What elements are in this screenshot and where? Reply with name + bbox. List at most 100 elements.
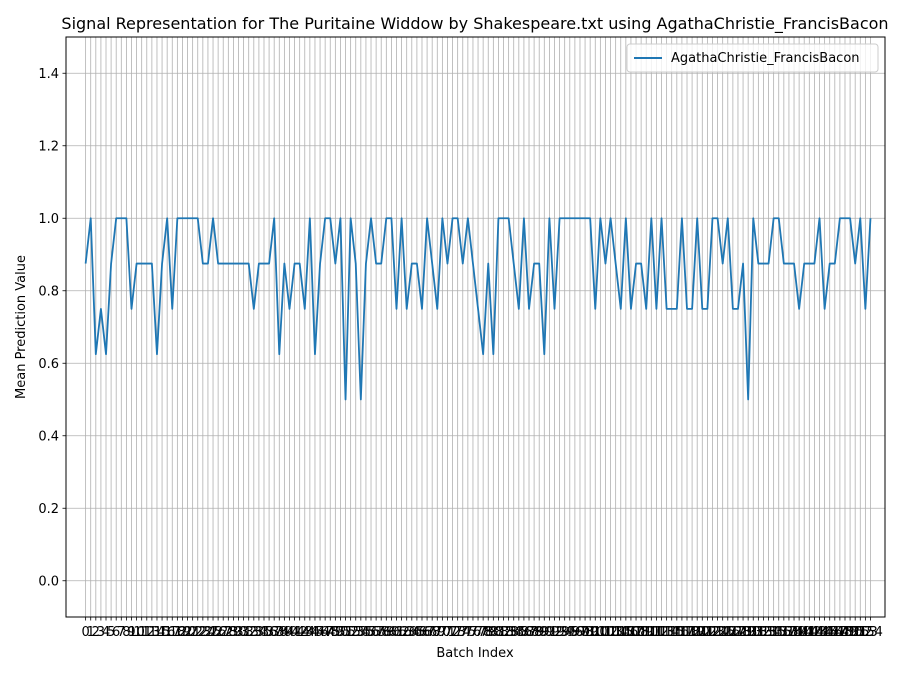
x-tick-label: 16 bbox=[159, 625, 176, 640]
data-point bbox=[411, 263, 413, 265]
y-tick-label: 0.4 bbox=[38, 429, 59, 444]
x-tick-label: 154 bbox=[858, 625, 883, 640]
x-tick-label: 42 bbox=[291, 625, 308, 640]
data-point bbox=[446, 263, 448, 265]
x-tick-label: 117 bbox=[669, 625, 694, 640]
data-point bbox=[85, 263, 87, 265]
x-tick-label: 54 bbox=[353, 625, 370, 640]
x-tick-label: 151 bbox=[843, 625, 868, 640]
data-point bbox=[334, 263, 336, 265]
x-tick-label: 26 bbox=[210, 625, 227, 640]
x-tick-label: 4 bbox=[102, 625, 110, 640]
y-tick-label: 0.2 bbox=[38, 502, 59, 517]
data-point bbox=[390, 217, 392, 219]
x-tick-label: 62 bbox=[393, 625, 410, 640]
data-point bbox=[844, 217, 846, 219]
x-tick-label: 88 bbox=[526, 625, 543, 640]
data-point bbox=[90, 217, 92, 219]
legend-box bbox=[626, 43, 879, 73]
x-tick-label: 142 bbox=[797, 625, 822, 640]
legend: AgathaChristie_FrancisBacon bbox=[626, 43, 879, 73]
data-point bbox=[319, 263, 321, 265]
y-axis-label: Mean Prediction Value bbox=[14, 255, 29, 399]
x-tick-label: 12 bbox=[139, 625, 156, 640]
x-tick-label: 64 bbox=[404, 625, 421, 640]
data-point bbox=[95, 353, 97, 355]
x-tick-label: 27 bbox=[215, 625, 232, 640]
data-point bbox=[421, 308, 423, 310]
x-tick-label: 110 bbox=[634, 625, 659, 640]
data-point bbox=[523, 217, 525, 219]
data-point bbox=[278, 353, 280, 355]
data-point bbox=[553, 308, 555, 310]
data-point bbox=[472, 263, 474, 265]
x-tick-label: 55 bbox=[358, 625, 375, 640]
data-point bbox=[294, 263, 296, 265]
data-point bbox=[503, 217, 505, 219]
data-point bbox=[120, 217, 122, 219]
x-tick-label: 114 bbox=[654, 625, 679, 640]
x-tick-label: 58 bbox=[373, 625, 390, 640]
data-point bbox=[288, 308, 290, 310]
x-tick-label: 78 bbox=[475, 625, 492, 640]
x-tick-label: 73 bbox=[449, 625, 466, 640]
data-point bbox=[610, 217, 612, 219]
data-point bbox=[355, 263, 357, 265]
x-tick-label: 106 bbox=[613, 625, 638, 640]
grid-lines bbox=[66, 37, 885, 617]
x-tick-label: 45 bbox=[307, 625, 324, 640]
data-point bbox=[579, 217, 581, 219]
x-tick-label: 140 bbox=[787, 625, 812, 640]
data-point bbox=[462, 263, 464, 265]
data-point bbox=[548, 217, 550, 219]
x-tick-label: 93 bbox=[551, 625, 568, 640]
data-point bbox=[273, 217, 275, 219]
x-tick-label: 71 bbox=[439, 625, 456, 640]
data-point bbox=[426, 217, 428, 219]
data-point bbox=[268, 263, 270, 265]
data-point bbox=[762, 263, 764, 265]
data-point bbox=[803, 263, 805, 265]
x-tick-label: 113 bbox=[649, 625, 674, 640]
x-tick-label: 1 bbox=[87, 625, 95, 640]
data-point bbox=[345, 399, 347, 401]
x-tick-label: 123 bbox=[700, 625, 725, 640]
data-point bbox=[416, 263, 418, 265]
data-point bbox=[630, 308, 632, 310]
x-tick-label: 11 bbox=[133, 625, 150, 640]
x-tick-label: 7 bbox=[117, 625, 125, 640]
series-layer bbox=[84, 217, 872, 401]
x-tick-label: 25 bbox=[205, 625, 222, 640]
x-tick-label: 141 bbox=[792, 625, 817, 640]
x-tick-label: 127 bbox=[720, 625, 745, 640]
x-tick-label: 122 bbox=[695, 625, 720, 640]
x-tick-label: 29 bbox=[225, 625, 242, 640]
data-point bbox=[243, 263, 245, 265]
data-point bbox=[146, 263, 148, 265]
x-tick-label: 143 bbox=[802, 625, 827, 640]
x-tick-label: 38 bbox=[271, 625, 288, 640]
data-point bbox=[375, 263, 377, 265]
data-point bbox=[492, 353, 494, 355]
data-point bbox=[232, 263, 234, 265]
data-point bbox=[854, 263, 856, 265]
x-tick-label: 31 bbox=[235, 625, 252, 640]
data-point bbox=[589, 217, 591, 219]
x-tick-label: 56 bbox=[363, 625, 380, 640]
x-tick-label: 107 bbox=[619, 625, 644, 640]
x-tick-label: 14 bbox=[149, 625, 166, 640]
x-tick-label: 134 bbox=[756, 625, 781, 640]
data-point bbox=[711, 217, 713, 219]
data-point bbox=[691, 308, 693, 310]
data-point bbox=[768, 263, 770, 265]
data-point bbox=[594, 308, 596, 310]
data-point bbox=[324, 217, 326, 219]
data-point bbox=[564, 217, 566, 219]
data-point bbox=[110, 263, 112, 265]
data-point bbox=[125, 217, 127, 219]
data-point bbox=[686, 308, 688, 310]
data-point bbox=[467, 217, 469, 219]
x-tick-label: 105 bbox=[608, 625, 633, 640]
x-tick-label: 9 bbox=[127, 625, 135, 640]
data-point bbox=[385, 217, 387, 219]
